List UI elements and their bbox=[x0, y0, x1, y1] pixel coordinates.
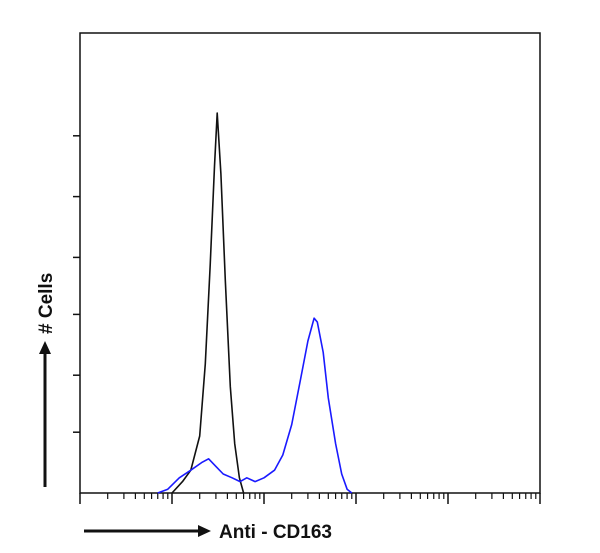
x-axis-ticks bbox=[79, 493, 541, 504]
y-axis-ticks bbox=[73, 135, 80, 433]
series-line-1 bbox=[171, 112, 245, 494]
series-lines bbox=[157, 112, 353, 494]
x-axis-label: Anti - CD163 bbox=[219, 522, 332, 543]
plot-frame bbox=[79, 32, 541, 494]
y-axis-label: # Cells bbox=[36, 273, 57, 334]
series-line-2 bbox=[157, 317, 353, 494]
x-axis-arrowhead bbox=[198, 525, 211, 537]
y-axis-arrowhead bbox=[39, 341, 51, 354]
